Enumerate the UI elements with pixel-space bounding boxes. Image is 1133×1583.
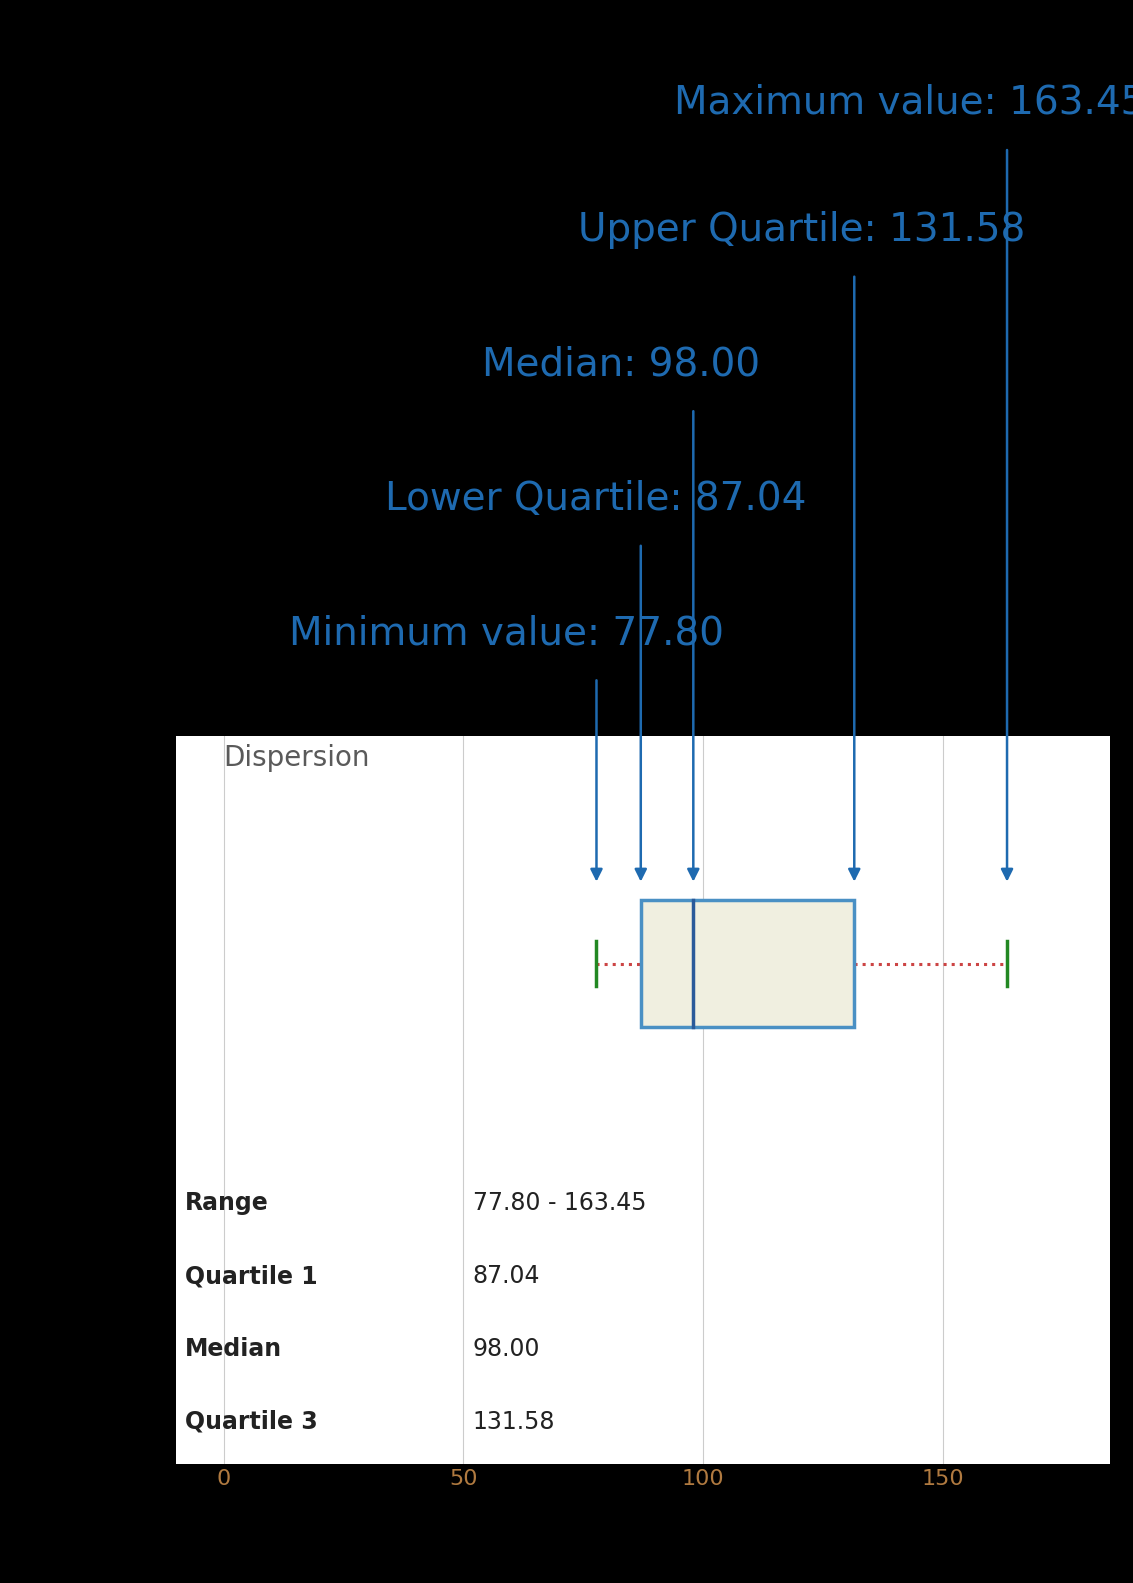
Text: Range: Range bbox=[185, 1190, 269, 1216]
Text: Quartile 3: Quartile 3 bbox=[185, 1410, 318, 1434]
Bar bbox=[641, 899, 854, 1027]
Text: Lower Quartile: 87.04: Lower Quartile: 87.04 bbox=[385, 480, 807, 518]
Text: Median: Median bbox=[185, 1336, 282, 1361]
Text: 131.58: 131.58 bbox=[472, 1410, 555, 1434]
Text: 77.80 - 163.45: 77.80 - 163.45 bbox=[472, 1190, 646, 1216]
Text: Dispersion: Dispersion bbox=[223, 744, 370, 771]
Text: Upper Quartile: 131.58: Upper Quartile: 131.58 bbox=[578, 211, 1025, 249]
Text: Median: 98.00: Median: 98.00 bbox=[482, 345, 759, 383]
Text: Maximum value: 163.45: Maximum value: 163.45 bbox=[674, 84, 1133, 122]
Text: 98.00: 98.00 bbox=[472, 1336, 540, 1361]
Text: 87.04: 87.04 bbox=[472, 1263, 540, 1289]
Text: Quartile 1: Quartile 1 bbox=[185, 1263, 318, 1289]
Text: Minimum value: 77.80: Minimum value: 77.80 bbox=[289, 614, 724, 652]
